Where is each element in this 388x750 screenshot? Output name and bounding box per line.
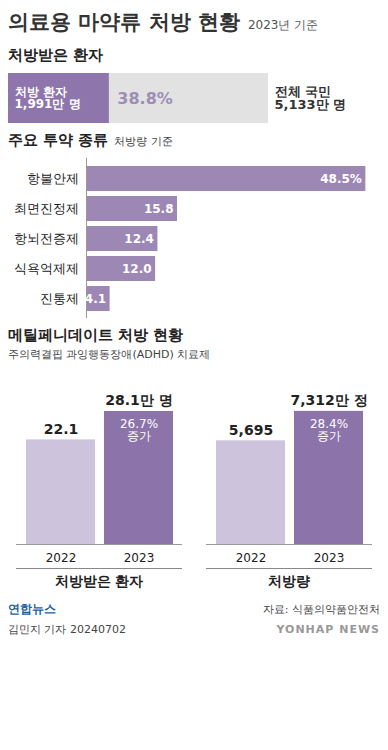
svg-text:진통제: 진통제: [40, 291, 79, 306]
svg-text:최면진정제: 최면진정제: [14, 201, 79, 216]
svg-text:28.1만 명: 28.1만 명: [105, 392, 172, 408]
html-text:자료: 식품의약품안전처: 자료: 식품의약품안전처: [262, 603, 380, 616]
html-text:처방받은 환자: 처방받은 환자: [8, 46, 104, 64]
svg-text:항뇌전증제: 항뇌전증제: [14, 231, 79, 246]
svg-text:22.1: 22.1: [44, 421, 79, 437]
html-text:YONHAP NEWS: YONHAP NEWS: [276, 623, 380, 636]
html-text:처방받은 환자: 처방받은 환자: [54, 573, 144, 589]
svg-text:5,695: 5,695: [229, 422, 273, 438]
svg-text:48.5%: 48.5%: [320, 172, 362, 186]
svg-text:항불안제: 항불안제: [27, 171, 79, 186]
html-text:연합뉴스: 연합뉴스: [8, 602, 56, 616]
svg-text:12.0: 12.0: [122, 262, 152, 276]
svg-text:2022: 2022: [236, 551, 267, 565]
html-text:주의력결핍 과잉행동장애(ADHD) 치료제: 주의력결핍 과잉행동장애(ADHD) 치료제: [8, 348, 211, 361]
html-text:메틸페니데이트 처방 현황: 메틸페니데이트 처방 현황: [8, 326, 184, 344]
svg-text:2023: 2023: [124, 551, 155, 565]
svg-text:28.4%증가: 28.4%증가: [310, 417, 348, 443]
svg-text:15.8: 15.8: [144, 202, 174, 216]
svg-text:38.8%: 38.8%: [117, 89, 173, 108]
svg-text:26.7%증가: 26.7%증가: [120, 417, 158, 443]
html-text:의료용 마약류 처방 현황 2023년 기준: 의료용 마약류 처방 현황 2023년 기준: [8, 10, 319, 34]
svg-text:2023: 2023: [314, 551, 345, 565]
svg-text:2022: 2022: [46, 551, 77, 565]
svg-text:7,312만 정: 7,312만 정: [290, 392, 367, 408]
svg-text:4.1: 4.1: [85, 292, 106, 306]
svg-text:식욕억제제: 식욕억제제: [14, 261, 79, 276]
html-text:주요 투약 종류 처방량 기준: 주요 투약 종류 처방량 기준: [8, 131, 173, 149]
svg-text:처방 환자1,991만 명: 처방 환자1,991만 명: [15, 85, 81, 111]
html-text:김민지 기자 20240702: 김민지 기자 20240702: [8, 623, 126, 636]
svg-text:전체 국민5,133만 명: 전체 국민5,133만 명: [275, 84, 347, 112]
html-text:처방량: 처방량: [268, 573, 310, 589]
svg-text:12.4: 12.4: [124, 232, 154, 246]
